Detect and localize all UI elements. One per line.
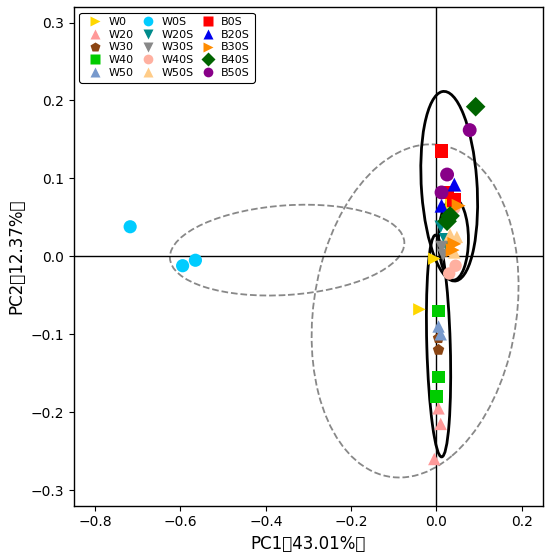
- Point: [434, 404, 443, 413]
- Point: [447, 199, 456, 208]
- Point: [434, 334, 443, 343]
- Point: [454, 201, 463, 210]
- Point: [448, 246, 457, 255]
- Point: [437, 201, 446, 210]
- Y-axis label: PC2（12.37%）: PC2（12.37%）: [7, 199, 25, 314]
- Point: [436, 419, 445, 428]
- Point: [178, 261, 187, 270]
- Point: [434, 322, 443, 331]
- Point: [443, 170, 452, 179]
- Point: [446, 230, 454, 239]
- Point: [434, 346, 443, 354]
- Legend: W0, W20, W30, W40, W50, W0S, W20S, W30S, W40S, W50S, B0S, B20S, B30S, B40S, B50S: W0, W20, W30, W40, W50, W0S, W20S, W30S,…: [79, 12, 255, 82]
- Point: [453, 232, 461, 241]
- Point: [437, 242, 446, 251]
- Point: [430, 254, 439, 263]
- Point: [450, 203, 459, 212]
- Point: [432, 392, 441, 401]
- Point: [436, 222, 445, 231]
- Point: [450, 240, 459, 249]
- Point: [441, 235, 449, 244]
- Point: [437, 147, 446, 156]
- Point: [450, 196, 459, 205]
- Point: [126, 222, 135, 231]
- Point: [471, 102, 480, 111]
- Point: [434, 373, 443, 382]
- X-axis label: PC1（43.01%）: PC1（43.01%）: [251, 535, 366, 553]
- Point: [443, 217, 452, 226]
- Point: [445, 269, 454, 278]
- Point: [450, 180, 459, 189]
- Point: [430, 455, 439, 464]
- Point: [436, 330, 445, 339]
- Point: [446, 211, 454, 220]
- Point: [191, 256, 200, 265]
- Point: [437, 188, 446, 197]
- Point: [439, 250, 448, 259]
- Point: [451, 261, 460, 270]
- Point: [443, 242, 452, 251]
- Point: [415, 305, 424, 314]
- Point: [434, 306, 443, 315]
- Point: [465, 125, 474, 134]
- Point: [443, 188, 452, 197]
- Point: [450, 248, 459, 257]
